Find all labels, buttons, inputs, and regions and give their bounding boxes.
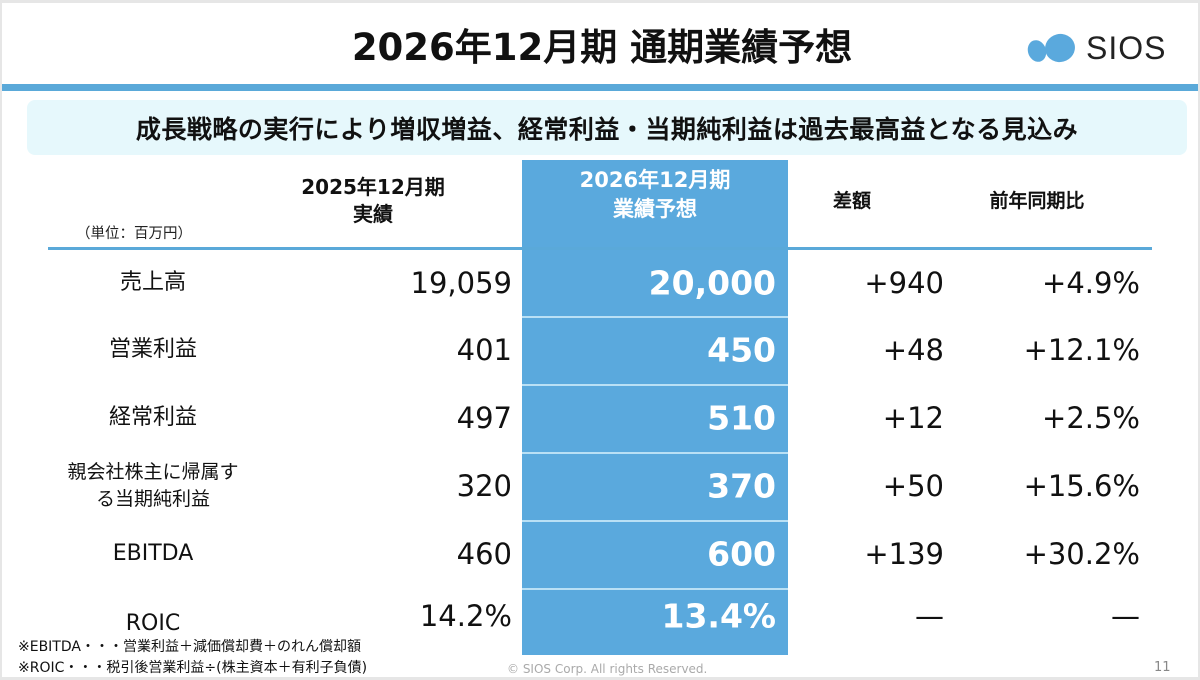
summary-callout: 成長戦略の実行により増収増益、経常利益・当期純利益は過去最高益となる見込み xyxy=(27,100,1187,155)
slide: 2026年12月期 通期業績予想 SIOS 成長戦略の実行により増収増益、経常利… xyxy=(2,3,1198,677)
forecast-2026-value: 370 xyxy=(707,466,776,506)
difference-value: +139 xyxy=(864,537,944,571)
forecast-2026-value: 510 xyxy=(707,398,776,438)
difference-value: +12 xyxy=(882,401,944,435)
yoy-value: +15.6% xyxy=(1023,469,1140,503)
table-row-net-income: 親会社株主に帰属す る当期純利益 320 370 +50 +15.6% xyxy=(2,452,1198,520)
forecast-2026-value: 450 xyxy=(707,330,776,370)
row-label: 売上高 xyxy=(119,270,186,295)
column-header-line: 2026年12月期 xyxy=(579,168,731,192)
actual-2025-value: 320 xyxy=(456,469,512,503)
column-header-difference: 差額 xyxy=(832,190,871,212)
footnotes: ※EBITDA・・・営業利益＋減価償却費＋のれん償却額 ※ROIC・・・税引後営… xyxy=(18,637,367,677)
yoy-value: — xyxy=(1111,599,1140,633)
column-header-yoy: 前年同期比 xyxy=(989,190,1085,212)
forecast-column-highlight xyxy=(522,160,788,655)
table-row-operating-profit: 営業利益 401 450 +48 +12.1% xyxy=(2,316,1198,384)
footnote-roic: ※ROIC・・・税引後営業利益÷(株主資本＋有利子負債) xyxy=(18,660,368,676)
title-divider-bar xyxy=(2,84,1198,91)
table-row-sales: 売上高 19,059 20,000 +940 +4.9% xyxy=(2,249,1198,317)
forecast-2026-value: 600 xyxy=(707,534,776,574)
table-row-roic: ROIC 14.2% 13.4% — — xyxy=(2,588,1198,656)
row-divider xyxy=(522,316,788,318)
actual-2025-value: 14.2% xyxy=(419,599,512,633)
difference-value: +50 xyxy=(882,469,944,503)
row-label: ROIC xyxy=(125,611,181,636)
row-label: EBITDA xyxy=(112,541,194,566)
slide-title: 2026年12月期 通期業績予想 xyxy=(351,26,853,69)
column-header-forecast-2026: 2026年12月期 業績予想 xyxy=(522,166,788,224)
forecast-2026-value: 20,000 xyxy=(648,263,776,303)
row-divider xyxy=(522,384,788,386)
difference-value: +48 xyxy=(882,333,944,367)
forecast-2026-value: 13.4% xyxy=(661,596,777,636)
footnote-ebitda: ※EBITDA・・・営業利益＋減価償却費＋のれん償却額 xyxy=(18,639,361,655)
row-label: 親会社株主に帰属す る当期純利益 xyxy=(48,459,258,513)
yoy-value: +4.9% xyxy=(1042,266,1140,300)
yoy-value: +12.1% xyxy=(1023,333,1140,367)
row-label-line: 親会社株主に帰属す xyxy=(67,461,239,483)
column-header-line: 実績 xyxy=(353,202,393,226)
yoy-value: +30.2% xyxy=(1023,537,1140,571)
row-divider xyxy=(522,520,788,522)
difference-value: — xyxy=(915,599,944,633)
sios-logo-icon xyxy=(1027,33,1075,63)
sios-logo: SIOS xyxy=(1024,23,1194,73)
actual-2025-value: 460 xyxy=(456,537,512,571)
row-label: 経常利益 xyxy=(108,405,197,430)
page-number: 11 xyxy=(1154,660,1171,675)
actual-2025-value: 19,059 xyxy=(410,266,512,300)
yoy-value: +2.5% xyxy=(1042,401,1140,435)
actual-2025-value: 401 xyxy=(456,333,512,367)
row-label-line: る当期純利益 xyxy=(95,488,210,510)
actual-2025-value: 497 xyxy=(456,401,512,435)
row-divider xyxy=(522,588,788,590)
column-header-line: 2025年12月期 xyxy=(301,175,445,199)
table-row-ordinary-profit: 経常利益 497 510 +12 +2.5% xyxy=(2,384,1198,452)
column-header-line: 業績予想 xyxy=(613,197,697,221)
difference-value: +940 xyxy=(864,266,944,300)
copyright-footer: © SIOS Corp. All rights Reserved. xyxy=(507,662,708,676)
logo-text: SIOS xyxy=(1086,29,1167,66)
row-divider xyxy=(522,452,788,454)
column-header-actual-2025: 2025年12月期 実績 xyxy=(268,174,478,228)
row-label: 営業利益 xyxy=(108,337,197,362)
table-header-rule xyxy=(48,247,1152,250)
table-row-ebitda: EBITDA 460 600 +139 +30.2% xyxy=(2,520,1198,588)
unit-label: （単位：百万円） xyxy=(76,226,192,242)
